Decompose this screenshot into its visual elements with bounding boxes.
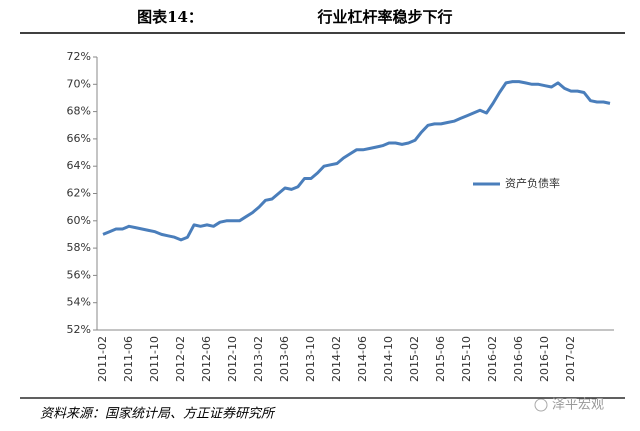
- legend-label: 资产负债率: [505, 176, 560, 190]
- figure-label: 图表14：: [137, 8, 203, 26]
- x-tick-label: 2015-02: [408, 336, 421, 382]
- x-tick-label: 2013-06: [278, 336, 291, 382]
- y-tick-label: 60%: [67, 214, 91, 227]
- y-tick-label: 64%: [67, 159, 91, 172]
- series-line: [102, 80, 611, 242]
- x-tick-label: 2016-10: [538, 336, 551, 382]
- x-tick-label: 2011-10: [148, 336, 161, 382]
- y-tick-label: 66%: [67, 132, 91, 145]
- x-tick-label: 2013-10: [304, 336, 317, 382]
- watermark: 泽平宏观: [552, 398, 604, 413]
- x-tick-label: 2014-06: [356, 336, 369, 382]
- x-tick-label: 2013-02: [252, 336, 265, 382]
- y-tick-label: 68%: [67, 105, 91, 118]
- x-tick-label: 2012-06: [200, 336, 213, 382]
- x-tick-label: 2012-10: [226, 336, 239, 382]
- y-tick-label: 70%: [67, 77, 91, 90]
- x-tick-label: 2015-06: [434, 336, 447, 382]
- y-tick-label: 72%: [67, 50, 91, 63]
- x-tick-label: 2014-02: [330, 336, 343, 382]
- x-tick-label: 2011-02: [96, 336, 109, 382]
- x-tick-label: 2012-02: [174, 336, 187, 382]
- y-tick-label: 58%: [67, 241, 91, 254]
- watermark-icon: [534, 398, 548, 412]
- x-tick-label: 2016-02: [486, 336, 499, 382]
- y-tick-label: 52%: [67, 323, 91, 336]
- y-tick-label: 54%: [67, 296, 91, 309]
- x-tick-label: 2017-02: [564, 336, 577, 382]
- source: 资料来源：国家统计局、方正证券研究所: [40, 406, 276, 422]
- y-tick-label: 62%: [67, 187, 91, 200]
- x-tick-label: 2014-10: [382, 336, 395, 382]
- x-tick-label: 2016-06: [512, 336, 525, 382]
- chart-title: 行业杠杆率稳步下行: [316, 8, 452, 26]
- x-tick-label: 2015-10: [460, 336, 473, 382]
- x-tick-label: 2011-06: [122, 336, 135, 382]
- y-tick-label: 56%: [67, 268, 91, 281]
